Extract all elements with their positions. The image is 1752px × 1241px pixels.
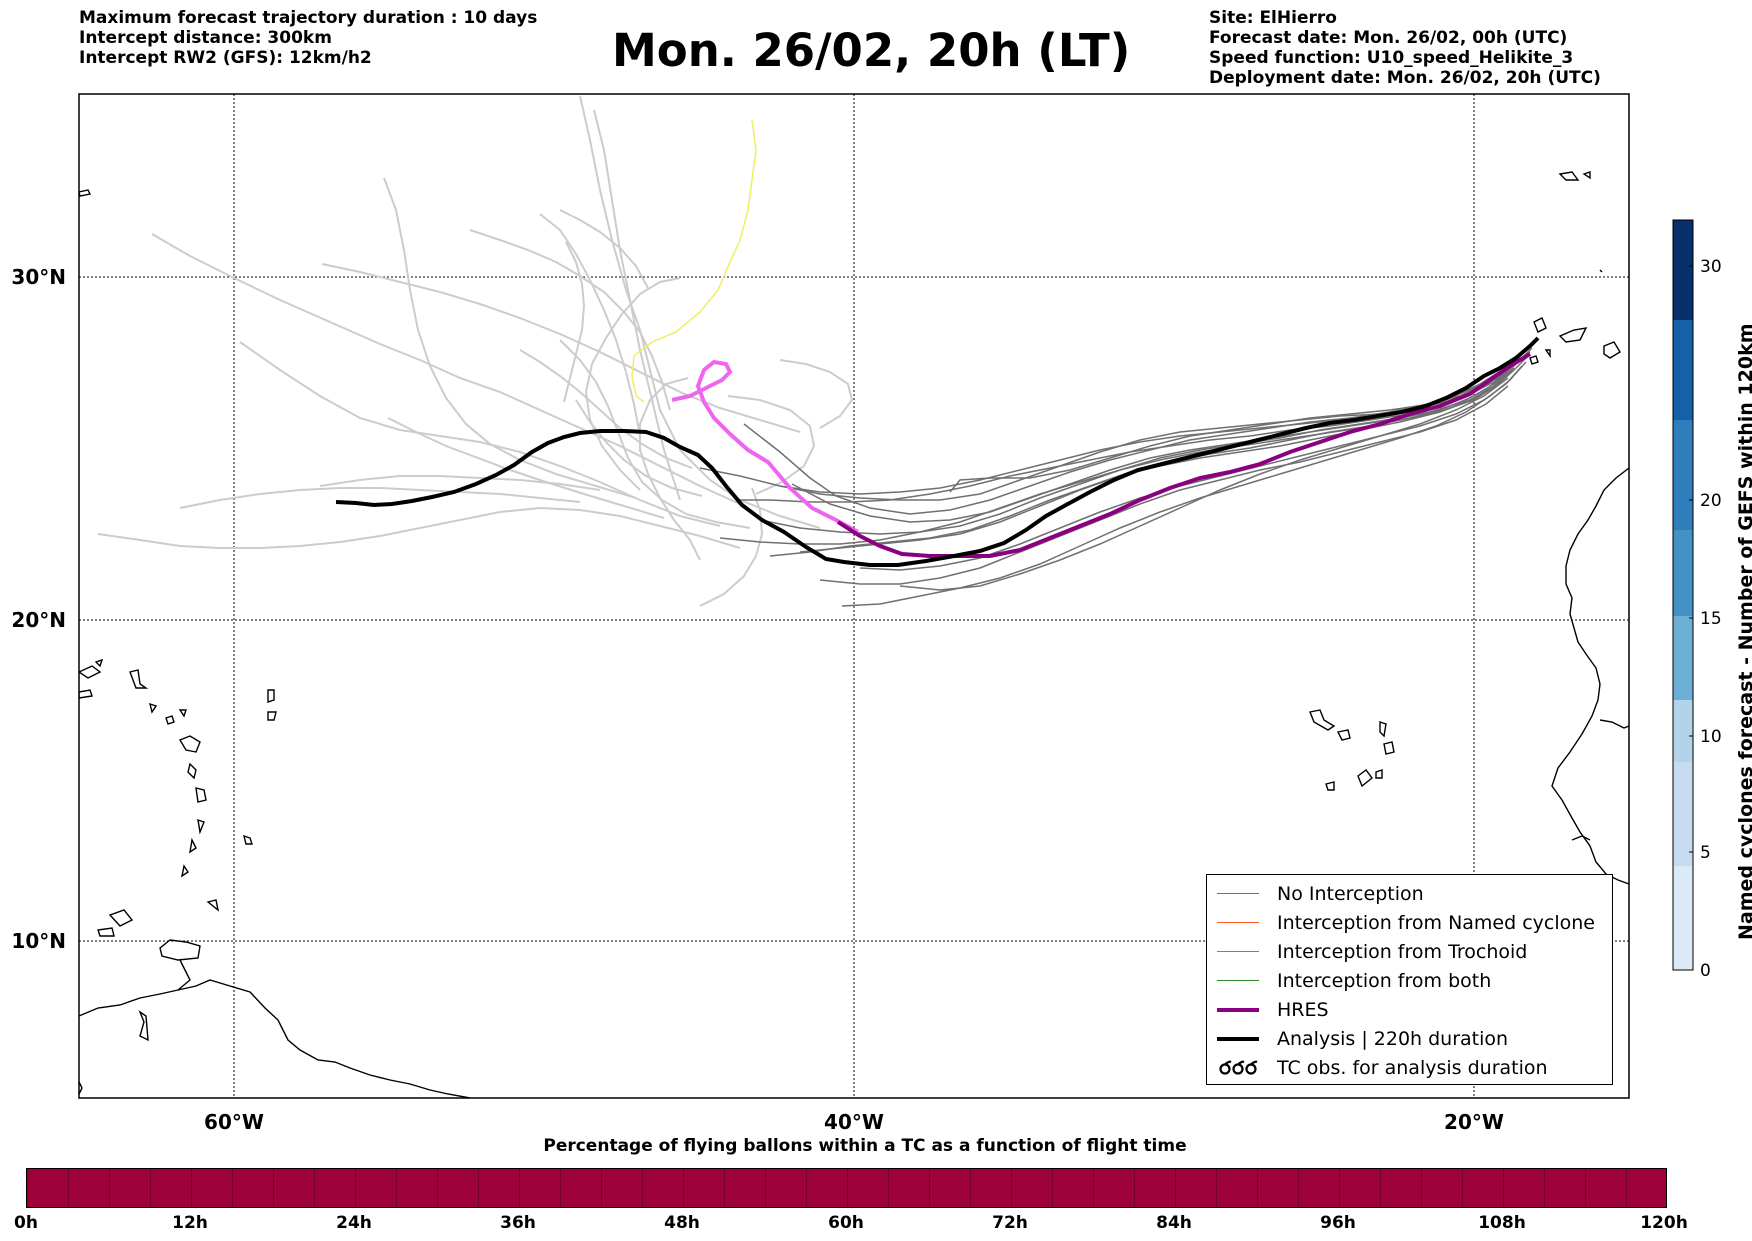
ensemble-no-interception-track [841,361,1527,607]
legend-label: HRES [1277,998,1329,1021]
btick-24h: 24h [336,1213,372,1233]
btick-120h: 120h [1640,1213,1688,1233]
ensemble-no-interception-track [719,369,1515,545]
forecast-info-left: Maximum forecast trajectory duration : 1… [79,8,537,68]
info-site: Site: ElHierro [1209,8,1337,28]
ensemble-faded-track [239,341,721,527]
analysis-track [335,336,1540,567]
map-legend: No Interception Interception from Named … [1206,874,1613,1085]
map-title: Mon. 26/02, 20h (LT) [612,24,1131,77]
ensemble-yellow-track [631,119,757,403]
ensemble-faded-track [151,233,741,505]
cbar-tick-20: 20 [1700,491,1722,511]
legend-item-tc-obs: TC obs. for analysis duration [1207,1053,1612,1082]
legend-label: No Interception [1277,882,1424,905]
legend-item-both: Interception from both [1207,966,1612,995]
legend-label: Interception from Trochoid [1277,940,1528,963]
hres-track [836,352,1532,558]
lon-label-40w: 40°W [824,1110,884,1134]
legend-label: Analysis | 220h duration [1277,1027,1509,1050]
hres-faded-segment [671,359,859,534]
btick-12h: 12h [172,1213,208,1233]
ensemble-no-interception-track [899,377,1509,591]
cbar-tick-5: 5 [1700,843,1711,863]
ensemble-faded-track [519,349,693,469]
info-deployment-date: Deployment date: Mon. 26/02, 20h (UTC) [1209,68,1601,88]
forecast-info-right: Site: ElHierro Forecast date: Mon. 26/02… [1209,8,1601,88]
info-intercept-distance: Intercept distance: 300km [79,28,332,48]
coastlines [79,171,1629,1098]
ensemble-faded-tracks [97,95,854,607]
lat-label-10n: 10°N [11,929,66,953]
btick-84h: 84h [1156,1213,1192,1233]
colorbar-label: Named cyclones forecast - Number of GEFS… [1735,323,1752,940]
ensemble-faded-track [575,399,703,497]
lat-label-30n: 30°N [11,265,66,289]
btick-36h: 36h [500,1213,536,1233]
btick-72h: 72h [992,1213,1028,1233]
map-frame [78,93,1630,1099]
btick-60h: 60h [828,1213,864,1233]
legend-label: Interception from Named cyclone [1277,911,1595,934]
ensemble-no-interception-track [949,355,1521,493]
legend-item-named-cyclone: Interception from Named cyclone [1207,908,1612,937]
btick-96h: 96h [1320,1213,1356,1233]
legend-item-hres: HRES [1207,995,1612,1024]
ensemble-faded-track [387,417,665,519]
legend-item-trochoid: Interception from Trochoid [1207,937,1612,966]
ensemble-faded-track [563,241,586,403]
btick-108h: 108h [1478,1213,1526,1233]
ensemble-no-interception-tracks [699,347,1533,607]
ensemble-faded-track [321,263,801,433]
ensemble-faded-track [584,277,681,491]
ensemble-faded-track [559,339,751,529]
btick-0h: 0h [14,1213,38,1233]
ensemble-faded-track [539,213,641,437]
info-max-duration: Maximum forecast trajectory duration : 1… [79,8,538,28]
bottom-colorbar-title: Percentage of flying ballons within a TC… [543,1136,1187,1156]
legend-label: TC obs. for analysis duration [1277,1056,1548,1079]
flight-time-colorbar [26,1168,1667,1208]
cbar-tick-30: 30 [1700,257,1722,277]
legend-label: Interception from both [1277,969,1492,992]
ensemble-faded-track [383,177,637,499]
ensemble-no-interception-track [819,385,1509,585]
ensemble-faded-track [319,475,601,491]
info-intercept-rw2: Intercept RW2 (GFS): 12km/h2 [79,48,372,68]
legend-item-analysis: Analysis | 220h duration [1207,1024,1612,1053]
cbar-tick-15: 15 [1700,609,1722,629]
ensemble-faded-track [593,109,681,501]
lon-label-20w: 20°W [1444,1110,1504,1134]
cbar-tick-0: 0 [1700,961,1711,981]
ensemble-no-interception-track [791,371,1509,523]
legend-item-no-interception: No Interception [1207,879,1612,908]
info-speed-function: Speed function: U10_speed_Helikite_3 [1209,48,1574,68]
ensemble-faded-track [469,229,671,411]
ensemble-faded-track [639,377,701,561]
ensemble-faded-track [779,359,854,429]
lat-label-20n: 20°N [11,608,66,632]
ensemble-faded-track [727,395,816,495]
btick-48h: 48h [664,1213,700,1233]
ensemble-faded-track [179,487,581,509]
info-forecast-date: Forecast date: Mon. 26/02, 00h (UTC) [1209,28,1568,48]
named-cyclones-colorbar: 0 5 10 15 20 30 [1672,219,1722,981]
tc-symbol-icon [1215,1058,1261,1078]
ensemble-faded-track [559,209,649,289]
lon-label-60w: 60°W [204,1110,264,1134]
ensemble-faded-track [97,506,741,549]
cbar-tick-10: 10 [1700,727,1722,747]
ensemble-faded-track [699,487,764,607]
